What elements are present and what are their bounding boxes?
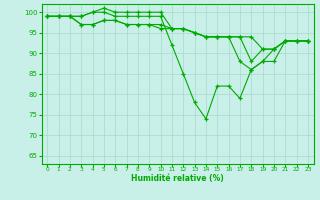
X-axis label: Humidité relative (%): Humidité relative (%) xyxy=(131,174,224,183)
